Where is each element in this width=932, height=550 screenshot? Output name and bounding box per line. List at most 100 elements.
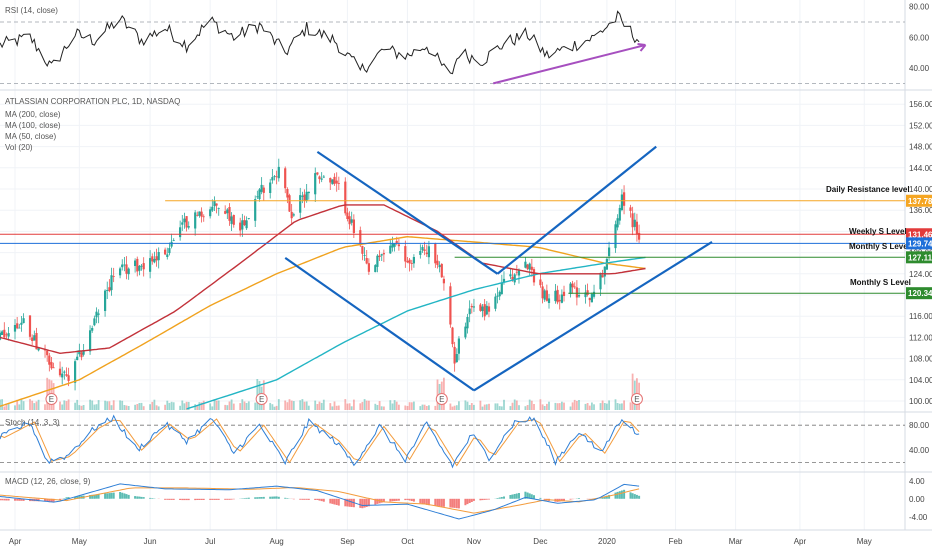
candle xyxy=(202,216,205,218)
candle xyxy=(601,275,604,278)
volume-bar xyxy=(123,405,126,410)
volume-bar xyxy=(93,404,96,410)
candle xyxy=(316,172,319,175)
volume-bar xyxy=(286,402,289,410)
macd-histogram-bar xyxy=(172,498,175,500)
time-tick-label: Dec xyxy=(533,537,547,546)
macd-histogram-bar xyxy=(408,498,411,501)
candle xyxy=(468,308,471,315)
candle xyxy=(346,212,349,219)
volume-bar xyxy=(584,403,587,410)
indicator-vol-label[interactable]: Vol (20) xyxy=(5,143,33,152)
indicator-ma200-label[interactable]: MA (200, close) xyxy=(5,110,61,119)
volume-bar xyxy=(155,405,158,410)
volume-bar xyxy=(329,403,332,410)
macd-histogram-bar xyxy=(275,496,278,499)
macd-histogram-bar xyxy=(286,498,289,499)
volume-bar xyxy=(67,399,70,410)
volume-bar xyxy=(483,404,486,410)
price-tick-label: 152.00 xyxy=(909,121,932,130)
macd-histogram-bar xyxy=(123,493,126,499)
volume-bar xyxy=(458,401,460,410)
stoch-pane[interactable] xyxy=(0,414,905,469)
price-axis[interactable]: 156.00152.00148.00144.00140.00136.00132.… xyxy=(906,3,932,522)
indicator-ma50-label[interactable]: MA (50, close) xyxy=(5,132,56,141)
candle xyxy=(290,211,293,219)
macd-histogram-bar xyxy=(134,496,137,499)
macd-histogram-bar xyxy=(209,498,212,500)
volume-bar xyxy=(591,402,593,410)
volume-bar xyxy=(573,399,576,410)
candle xyxy=(365,258,368,264)
macd-histogram-bar xyxy=(322,498,325,502)
volume-bar xyxy=(410,402,413,410)
volume-bar xyxy=(65,401,68,410)
volume-bar xyxy=(172,402,175,410)
volume-bar xyxy=(217,400,220,410)
macd-histogram-bar xyxy=(271,496,274,499)
macd-pane[interactable] xyxy=(0,483,641,520)
candle xyxy=(616,218,619,228)
price-tag-label-last_price: 131.46 xyxy=(908,230,932,239)
volume-bar xyxy=(230,399,233,410)
candle xyxy=(108,287,111,292)
volume-bar xyxy=(232,403,235,410)
volume-bar xyxy=(530,400,533,410)
volume-bar xyxy=(631,373,634,410)
macd-histogram-bar xyxy=(187,498,190,501)
volume-bar xyxy=(546,403,548,410)
macd-histogram-bar xyxy=(468,498,471,503)
trend-channel-line-1 xyxy=(316,150,499,275)
candle xyxy=(524,261,527,268)
volume-bar xyxy=(157,406,160,410)
volume-bar xyxy=(112,400,115,410)
volume-bar xyxy=(603,403,606,410)
macd-histogram-bar xyxy=(14,498,16,501)
volume-bar xyxy=(213,399,216,410)
stoch-title: Stoch (14, 3, 3) xyxy=(5,418,60,427)
rsi-pane[interactable] xyxy=(0,10,905,85)
volume-bar xyxy=(1,399,3,410)
price-tag-monthly_support_2 xyxy=(906,287,932,300)
time-axis[interactable]: Apr May Jun Jul Aug Sep Oct Nov Dec 2020 Feb Mar Apr… xyxy=(9,537,872,546)
pane-separators xyxy=(0,0,932,531)
volume-bar xyxy=(561,401,563,410)
price-tag-last_price xyxy=(906,228,932,241)
volume-bar xyxy=(361,401,364,410)
candle xyxy=(363,255,366,256)
candle xyxy=(179,227,182,238)
volume-bar xyxy=(136,404,139,410)
macd-histogram-bar xyxy=(518,493,520,499)
macd-histogram-bar xyxy=(22,498,25,501)
time-tick-label: Mar xyxy=(729,537,743,546)
indicator-ma100-label[interactable]: MA (100, close) xyxy=(5,121,61,130)
price-tick-label: 112.00 xyxy=(909,333,932,342)
volume-bar xyxy=(451,406,454,410)
volume-bar xyxy=(539,399,542,410)
candle xyxy=(635,221,638,235)
volume-bar xyxy=(140,402,143,410)
macd-histogram-bar xyxy=(631,493,634,499)
candle xyxy=(134,260,137,266)
volume-bar xyxy=(599,403,602,410)
candle xyxy=(331,179,334,185)
earnings-marker-icon xyxy=(255,393,268,405)
volume-bar xyxy=(46,377,49,410)
volume-bar xyxy=(35,401,38,410)
macd-histogram-bar xyxy=(623,489,626,499)
macd-histogram-bar xyxy=(472,498,475,501)
candle xyxy=(307,191,310,194)
volume-bar xyxy=(271,404,274,410)
macd-histogram-bar xyxy=(213,498,216,500)
candle xyxy=(22,318,25,324)
candle xyxy=(262,187,265,193)
candle xyxy=(198,211,201,216)
macd-histogram-bar xyxy=(277,496,280,499)
volume-bar xyxy=(202,400,205,410)
macd-histogram-bar xyxy=(440,498,443,507)
candle xyxy=(314,173,317,195)
macd-histogram-bar xyxy=(588,498,591,500)
macd-histogram-bar xyxy=(374,498,377,505)
